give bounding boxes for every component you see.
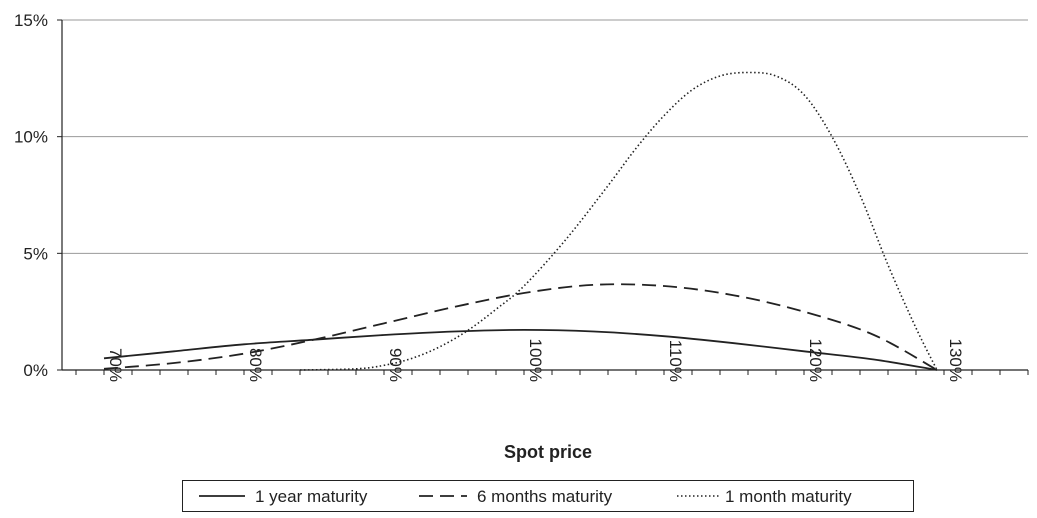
x-tick-label: 120% xyxy=(806,339,825,382)
legend-label-1-month: 1 month maturity xyxy=(725,487,852,506)
legend-items: 1 year maturity 6 months maturity 1 mont… xyxy=(199,487,852,506)
y-tick-label: 0% xyxy=(23,361,48,380)
x-axis-title: Spot price xyxy=(504,442,592,462)
x-tick-label: 110% xyxy=(666,340,685,382)
series-line-1-year-maturity xyxy=(103,328,938,371)
series-line-1-month-maturity xyxy=(299,71,938,371)
legend-label-1-year: 1 year maturity xyxy=(255,487,368,506)
y-tick-label: 15% xyxy=(14,11,48,30)
series-line-6-months-maturity xyxy=(103,283,938,371)
x-tick-label: 130% xyxy=(946,339,965,382)
y-axis-ticks: 0% 5% 10% 15% xyxy=(14,11,62,380)
y-tick-label: 10% xyxy=(14,128,48,147)
legend-label-6-months: 6 months maturity xyxy=(477,487,613,506)
x-tick-label: 90% xyxy=(386,348,405,382)
x-tick-label: 100% xyxy=(526,339,545,382)
x-axis-ticks: 70% 80% 90% 100% 110% 120% 130% xyxy=(75,339,1029,382)
axes xyxy=(61,20,1028,371)
grid-lines xyxy=(62,19,1028,254)
y-tick-label: 5% xyxy=(23,244,48,263)
x-tick-label: 80% xyxy=(246,348,265,382)
legend: 1 year maturity 6 months maturity 1 mont… xyxy=(182,480,914,512)
series-lines xyxy=(103,71,938,371)
x-tick-label: 70% xyxy=(106,348,125,382)
